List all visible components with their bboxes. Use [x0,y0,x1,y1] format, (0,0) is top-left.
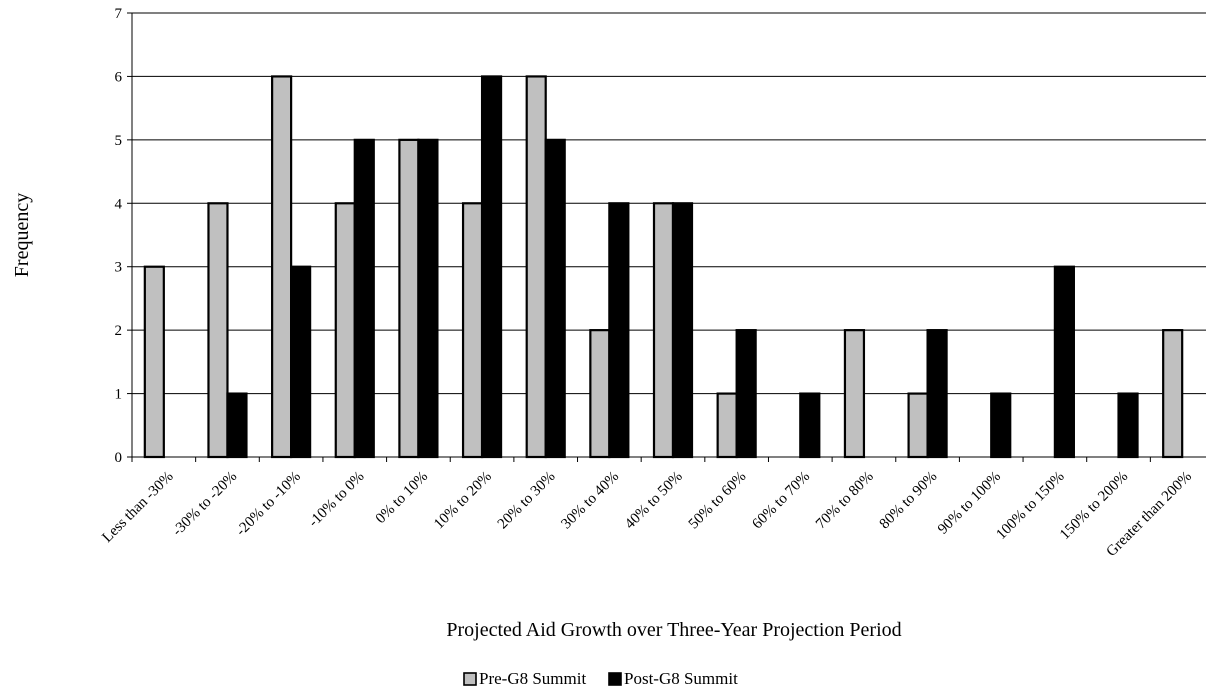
bar-pre-g8 [525,75,547,459]
bar-post-g8 [990,392,1012,459]
x-tick-label: 0% to 10% [373,469,431,527]
bar-post-g8 [544,138,566,459]
y-tick-label: 7 [115,6,123,22]
bar-post-g8 [353,138,375,459]
y-tick-label: 4 [115,196,123,212]
y-tick-label: 3 [115,260,123,276]
x-tick-label: 40% to 50% [622,469,686,533]
bar-pre-g8 [716,392,738,459]
bar-post-g8 [480,75,503,459]
x-tick-label: 10% to 20% [431,469,495,533]
x-tick-label: 90% to 100% [935,469,1004,538]
legend-swatch-post-g8 [608,672,622,686]
bar-post-g8 [290,265,312,459]
x-tick-label: -20% to -10% [233,469,304,540]
bar-pre-g8 [907,392,929,459]
bar-post-g8 [226,392,248,459]
y-tick-label: 0 [115,450,123,466]
x-tick-labels: Less than -30%-30% to -20%-20% to -10% -1… [99,469,1195,560]
x-tick-label: 60% to 70% [749,469,813,533]
legend: Pre-G8 Summit Post-G8 Summit [463,669,738,688]
legend-label-pre-g8: Pre-G8 Summit [479,669,586,688]
axes [127,12,1206,462]
bar-post-g8 [926,329,948,459]
x-tick-label: Less than -30% [99,469,176,546]
x-tick-label: 30% to 40% [558,469,622,533]
bar-post-g8 [417,138,439,459]
bar-post-g8 [735,329,757,459]
y-tick-label: 2 [115,323,123,339]
legend-swatch-pre-g8 [463,672,477,686]
bar-pre-g8 [843,329,866,459]
x-tick-label: -10% to 0% [306,469,368,531]
x-tick-label: 50% to 60% [686,469,750,533]
y-tick-labels: 0 1 2 3 4 5 6 7 [115,6,123,466]
y-tick-label: 1 [115,387,123,403]
x-tick-label: 20% to 30% [495,469,559,533]
bar-pre-g8 [589,329,611,459]
bar-pre-g8 [1162,329,1184,459]
y-tick-label: 6 [115,69,123,85]
x-tick-label: 70% to 80% [813,469,877,533]
x-tick-label: 80% to 90% [877,469,941,533]
bar-pre-g8 [461,202,484,459]
bar-pre-g8 [398,138,420,459]
y-axis-title: Frequency [11,193,33,277]
bars [143,75,1184,459]
legend-label-post-g8: Post-G8 Summit [624,669,738,688]
bar-post-g8 [799,392,821,459]
bar-post-g8 [671,202,694,459]
bar-pre-g8 [143,265,165,459]
bar-post-g8 [1117,392,1139,459]
bar-post-g8 [608,202,630,459]
y-tick-label: 5 [115,133,123,149]
bar-pre-g8 [271,75,293,459]
x-tick-label: -30% to -20% [169,469,240,540]
bar-pre-g8 [652,202,675,459]
bar-pre-g8 [334,202,356,459]
bar-pre-g8 [207,202,229,459]
bar-post-g8 [1053,265,1075,459]
x-axis-title: Projected Aid Growth over Three-Year Pro… [446,619,901,641]
